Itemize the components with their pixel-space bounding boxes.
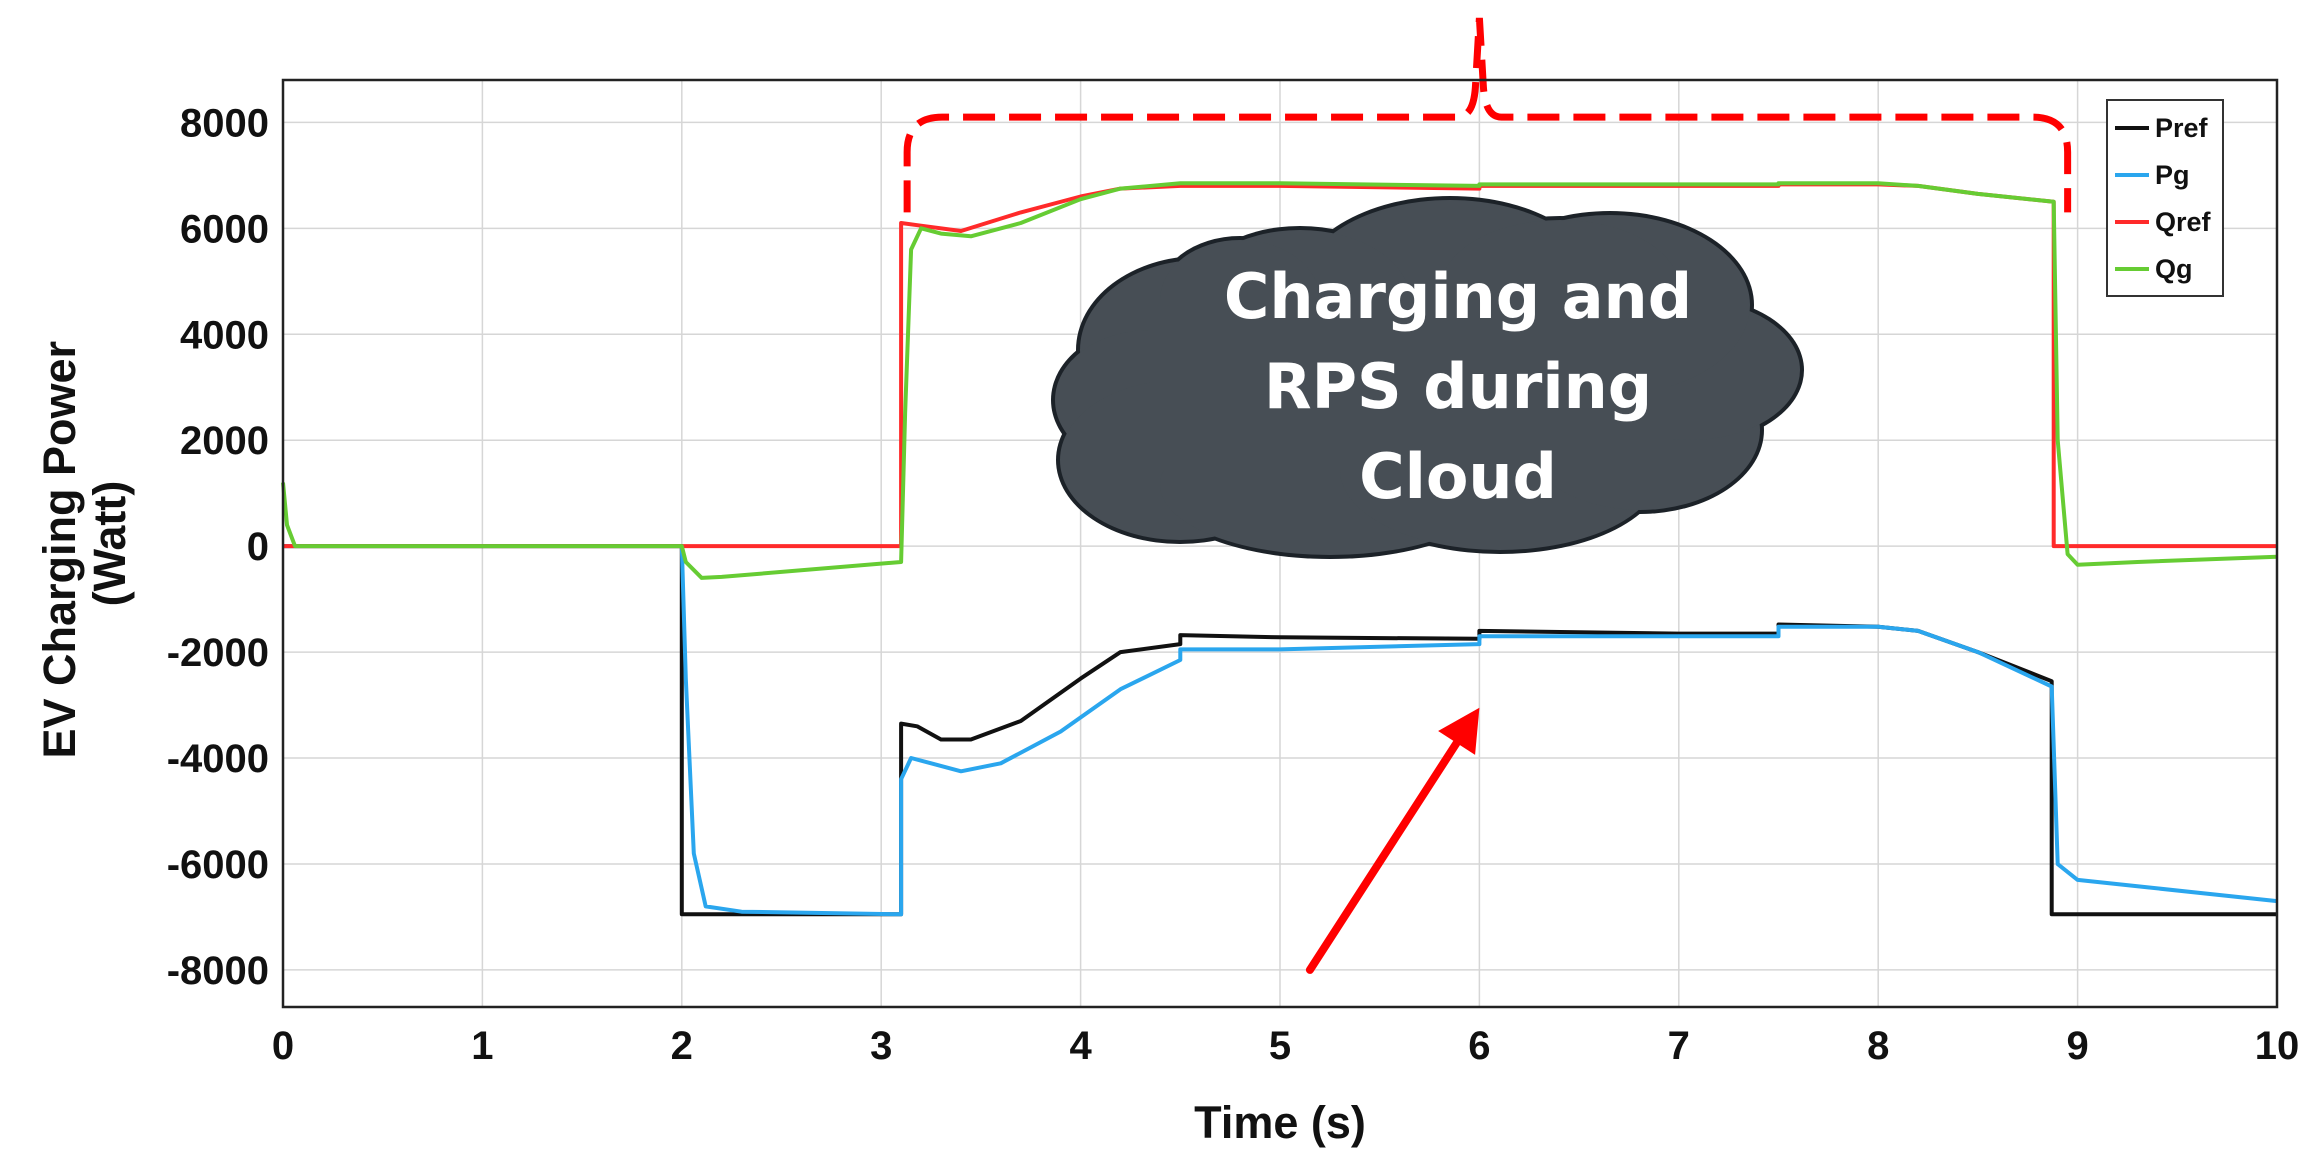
- arrow-head: [1438, 707, 1480, 755]
- y-tick-label: -4000: [167, 737, 269, 781]
- legend-box: [2106, 99, 2224, 297]
- cloud-text-line: RPS during: [1264, 350, 1652, 423]
- arrow-shaft: [1305, 738, 1461, 974]
- x-axis-label: Time (s): [1194, 1097, 1366, 1148]
- x-tick-label: 3: [870, 1024, 892, 1068]
- x-tick-label: 10: [2255, 1024, 2300, 1068]
- x-tick-label: 0: [272, 1024, 294, 1068]
- x-tick-label: 1: [471, 1024, 493, 1068]
- y-tick-label: -6000: [167, 843, 269, 887]
- y-tick-label: -2000: [167, 631, 269, 675]
- y-tick-label: 4000: [180, 313, 269, 357]
- plot-frame: [281, 78, 2279, 1009]
- legend-label-pref: Pref: [2155, 113, 2209, 143]
- x-tick-label: 5: [1269, 1024, 1291, 1068]
- cloud-text-line: Charging and: [1224, 260, 1692, 333]
- y-tick-label: 6000: [180, 207, 269, 251]
- series-line-qg: [281, 181, 2278, 580]
- y-axis-label-line-1: EV Charging Power: [34, 341, 85, 759]
- x-tick-label: 2: [671, 1024, 693, 1068]
- legend-label-qg: Qg: [2155, 254, 2193, 284]
- x-tick-label: 8: [1867, 1024, 1889, 1068]
- legend: Pref Pg Qref Qg: [2106, 99, 2224, 297]
- legend-label-qref: Qref: [2155, 207, 2212, 237]
- series-layer: [281, 181, 2278, 917]
- y-axis-label-line-2: (Watt): [84, 481, 135, 607]
- x-tick-label: 6: [1468, 1024, 1490, 1068]
- y-tick-label: -8000: [167, 949, 269, 993]
- x-tick-label: 7: [1668, 1024, 1690, 1068]
- y-tick-label: 8000: [180, 101, 269, 145]
- y-tick-label: 2000: [180, 419, 269, 463]
- cloud-text-line: Cloud: [1359, 440, 1557, 513]
- legend-label-pg: Pg: [2155, 160, 2190, 190]
- dashed-bracket: [903, 17, 2072, 213]
- series-line-pg: [283, 544, 2278, 917]
- y-axis-label: EV Charging Power (Watt): [34, 328, 135, 758]
- x-tick-label: 4: [1069, 1024, 1092, 1068]
- cloud-body: [1150, 300, 1670, 470]
- y-tick-label: 0: [247, 525, 269, 569]
- cloud-callout: Charging and RPS during Cloud: [1051, 196, 1804, 559]
- tick-labels: 0 1 2 3 4 5 6 7 8 9 10 -8000 -6000 -4000 -2000 0 2000 400…: [167, 101, 2300, 1068]
- x-tick-label: 9: [2066, 1024, 2088, 1068]
- annotation-layer: Charging and RPS during Cloud: [903, 17, 2072, 974]
